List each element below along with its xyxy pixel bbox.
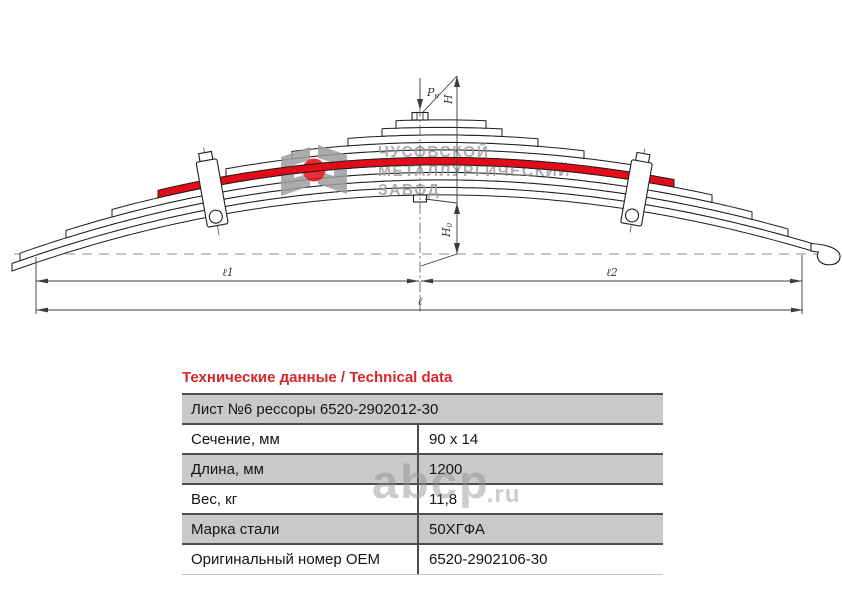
row-value: 50ХГФА	[417, 515, 663, 543]
table-row: Марка стали 50ХГФА	[182, 515, 663, 545]
technical-data-table: Лист №6 рессоры 6520-2902012-30 Сечение,…	[182, 393, 663, 575]
leaf	[395, 119, 487, 129]
clamp-left-bolt	[208, 209, 223, 224]
row-label: Оригинальный номер OEM	[191, 551, 381, 568]
row-value: 6520-2902106-30	[417, 545, 663, 574]
leaf	[381, 126, 503, 137]
row-label: Сечение, мм	[191, 430, 280, 448]
row-value: 11,8	[417, 485, 663, 513]
technical-data-section: Технические данные / Technical data Лист…	[182, 369, 663, 575]
table-header-row: Лист №6 рессоры 6520-2902012-30	[182, 395, 663, 425]
clamp-left	[195, 147, 229, 236]
row-label: Вес, кг	[191, 490, 238, 508]
row-value: 1200	[417, 455, 663, 483]
brand-watermark-line1: ЧУСОВСКОЙ	[378, 143, 489, 161]
part-name: Лист №6 рессоры 6520-2902012-30	[191, 400, 439, 418]
camber-label: H0	[440, 222, 454, 238]
brand-watermark-line3: ЗАВОД	[378, 182, 440, 199]
clamp-right-bolt	[624, 208, 640, 223]
table-title: Технические данные / Technical data	[182, 369, 453, 386]
table-row: Оригинальный номер OEM 6520-2902106-30	[182, 545, 663, 575]
table-row: Вес, кг 11,8	[182, 485, 663, 515]
total-length-label: ℓ	[418, 295, 423, 308]
dimensions: Pк H H0 ℓ1 ℓ2 ℓ	[35, 75, 803, 314]
force-label: Pк	[426, 86, 439, 100]
table-row: Длина, мм 1200	[182, 455, 663, 485]
span-right-label: ℓ2	[606, 266, 618, 279]
clamp-right	[620, 148, 653, 233]
main-leaf-hook	[810, 242, 841, 266]
leaf-spring-drawing: ЧУСОВСКОЙ МЕТАЛЛУРГИЧЕСКИЙ ЗАВОД	[11, 75, 841, 314]
row-value: 90 x 14	[417, 425, 663, 453]
table-row: Сечение, мм 90 x 14	[182, 425, 663, 455]
row-label: Марка стали	[191, 520, 280, 538]
red-leaf-highlight	[157, 156, 675, 199]
height-label: H	[442, 94, 455, 105]
highlighted-leaf-6	[157, 156, 675, 199]
row-label: Длина, мм	[191, 460, 264, 478]
span-left-label: ℓ1	[222, 266, 234, 279]
